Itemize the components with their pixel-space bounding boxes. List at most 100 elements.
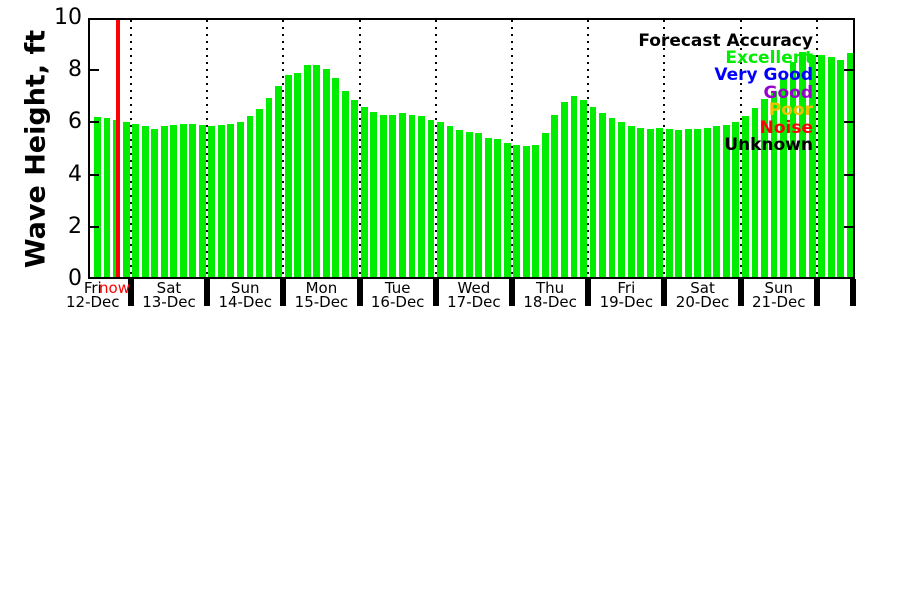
wave-bar xyxy=(618,122,625,279)
wave-bar xyxy=(532,144,540,279)
wave-bar xyxy=(379,114,387,279)
day-date: 15-Dec xyxy=(294,293,349,311)
y-tick-mark-right xyxy=(844,173,853,176)
plot-area xyxy=(88,18,855,279)
wave-bar xyxy=(494,139,502,279)
wave-bar xyxy=(818,54,826,279)
day-date: 16-Dec xyxy=(370,293,425,311)
wave-bar xyxy=(446,126,454,279)
wave-bar xyxy=(780,78,787,279)
day-tick-mark xyxy=(737,279,744,306)
forecast-accuracy-legend: Forecast Accuracy Excellent Very Good Good… xyxy=(638,32,813,154)
wave-bar xyxy=(484,138,492,279)
wave-bar xyxy=(541,132,549,279)
y-tick-label: 4 xyxy=(68,161,82,187)
wave-bar xyxy=(170,125,178,279)
day-name: Sun xyxy=(230,279,260,297)
axis-end-tick-mark xyxy=(850,279,856,306)
wave-bar xyxy=(608,118,616,279)
wave-bar xyxy=(761,98,768,279)
day-date: 18-Dec xyxy=(523,293,577,311)
day-date: 13-Dec xyxy=(142,293,196,311)
day-name: Wed xyxy=(457,279,491,297)
day-name: Fri xyxy=(617,279,636,297)
wave-bar xyxy=(398,113,406,279)
wave-bar xyxy=(503,143,511,279)
wave-bar xyxy=(208,126,216,279)
wave-bar xyxy=(313,64,321,279)
wave-bar xyxy=(408,114,416,279)
y-tick-mark-left xyxy=(90,173,99,176)
day-tick-mark xyxy=(280,279,287,306)
day-boundary-line xyxy=(206,20,209,279)
wave-bar xyxy=(132,123,140,279)
wave-bar xyxy=(684,128,692,279)
y-tick-label: 0 xyxy=(68,266,82,291)
wave-bar xyxy=(418,115,425,279)
wave-bar xyxy=(637,127,645,279)
day-boundary-line xyxy=(510,20,513,279)
wave-bar xyxy=(465,131,473,279)
wave-bar xyxy=(198,125,206,279)
wave-bar xyxy=(189,123,197,279)
day-name: Mon xyxy=(305,279,338,297)
wave-bar xyxy=(522,145,530,279)
wave-bar xyxy=(360,106,368,279)
wave-bar xyxy=(332,78,340,279)
legend-entries: Excellent Very Good Good Poor Noise Unknown xyxy=(638,49,813,156)
y-tick-mark-left xyxy=(90,225,99,228)
wave-bar xyxy=(722,125,730,279)
wave-bar xyxy=(275,85,282,279)
day-label: Mon 15-Dec xyxy=(294,279,349,311)
day-boundary-line xyxy=(587,20,590,279)
wave-bar xyxy=(627,126,635,279)
wave-bar xyxy=(322,68,330,279)
wave-bar xyxy=(656,127,664,279)
wave-bar xyxy=(675,130,683,279)
wave-bar xyxy=(599,113,606,279)
wave-bar xyxy=(837,59,845,279)
wave-bar xyxy=(237,122,244,279)
y-tick-mark-right xyxy=(844,225,853,228)
wave-bar xyxy=(732,122,740,279)
wave-bar xyxy=(751,108,759,279)
day-boundary-line xyxy=(663,20,666,279)
day-tick-mark xyxy=(204,279,211,306)
day-name: Sat xyxy=(156,279,182,297)
day-tick-mark xyxy=(356,279,363,306)
y-tick-mark-left xyxy=(90,121,99,124)
wave-bar xyxy=(456,130,464,279)
day-date: 12-Dec xyxy=(65,293,120,311)
legend-entry-very-good: Very Good xyxy=(714,65,813,86)
day-name: Tue xyxy=(384,279,411,297)
legend-entry-unknown: Unknown xyxy=(724,135,813,156)
wave-bar xyxy=(580,100,587,279)
wave-bar xyxy=(799,51,807,279)
wave-bar xyxy=(703,127,711,279)
day-boundary-line xyxy=(282,20,285,279)
day-tick-mark xyxy=(585,279,592,306)
wave-bar xyxy=(370,111,378,279)
wave-bar xyxy=(103,118,111,279)
wave-bar xyxy=(160,126,168,279)
wave-bar xyxy=(770,91,778,279)
wave-bar xyxy=(284,75,292,279)
day-label: Wed 17-Dec xyxy=(447,279,501,311)
day-boundary-line xyxy=(434,20,437,279)
day-date: 17-Dec xyxy=(447,293,501,311)
wave-bar xyxy=(122,122,130,279)
day-tick-mark xyxy=(432,279,439,306)
day-date: 14-Dec xyxy=(218,293,272,311)
day-label: Sat 20-Dec xyxy=(676,279,730,310)
day-label: Fri 12-Dec xyxy=(65,281,120,311)
legend-title: Forecast Accuracy xyxy=(638,31,813,51)
day-boundary-line xyxy=(739,20,742,279)
day-label: Sat 13-Dec xyxy=(142,279,196,311)
day-tick-mark xyxy=(813,279,820,306)
day-tick-mark xyxy=(127,279,134,306)
now-label: now xyxy=(99,279,130,297)
wave-bar xyxy=(256,109,263,279)
day-name: Sat xyxy=(690,279,715,297)
wave-bar xyxy=(513,144,521,279)
